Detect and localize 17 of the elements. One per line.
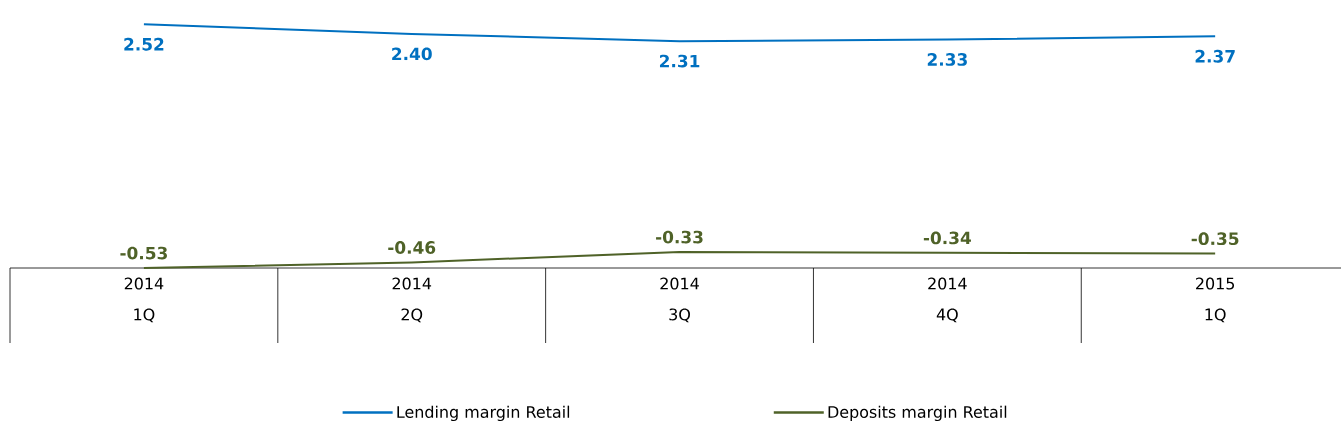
x-tick-label: 2014 2Q <box>392 277 432 323</box>
x-tick-label: 2014 1Q <box>124 277 164 323</box>
data-label: 2.52 <box>124 37 164 51</box>
x-tick-label: 2014 4Q <box>928 277 967 323</box>
data-label: -0.35 <box>1191 232 1239 246</box>
data-label: 2.37 <box>1195 49 1235 63</box>
x-tick-label: 2015 1Q <box>1196 277 1235 323</box>
data-label: 2.40 <box>392 47 432 61</box>
data-label: -0.34 <box>923 231 971 245</box>
legend-label: Lending margin Retail <box>397 405 570 422</box>
data-label: 2.33 <box>927 53 967 66</box>
data-label: -0.46 <box>388 241 436 254</box>
legend-label: Deposits margin Retail <box>828 405 1007 422</box>
data-label: 2.31 <box>659 54 700 68</box>
data-label: -0.53 <box>120 246 167 260</box>
data-label: -0.33 <box>656 230 703 244</box>
x-tick-label: 2014 3Q <box>660 277 699 323</box>
